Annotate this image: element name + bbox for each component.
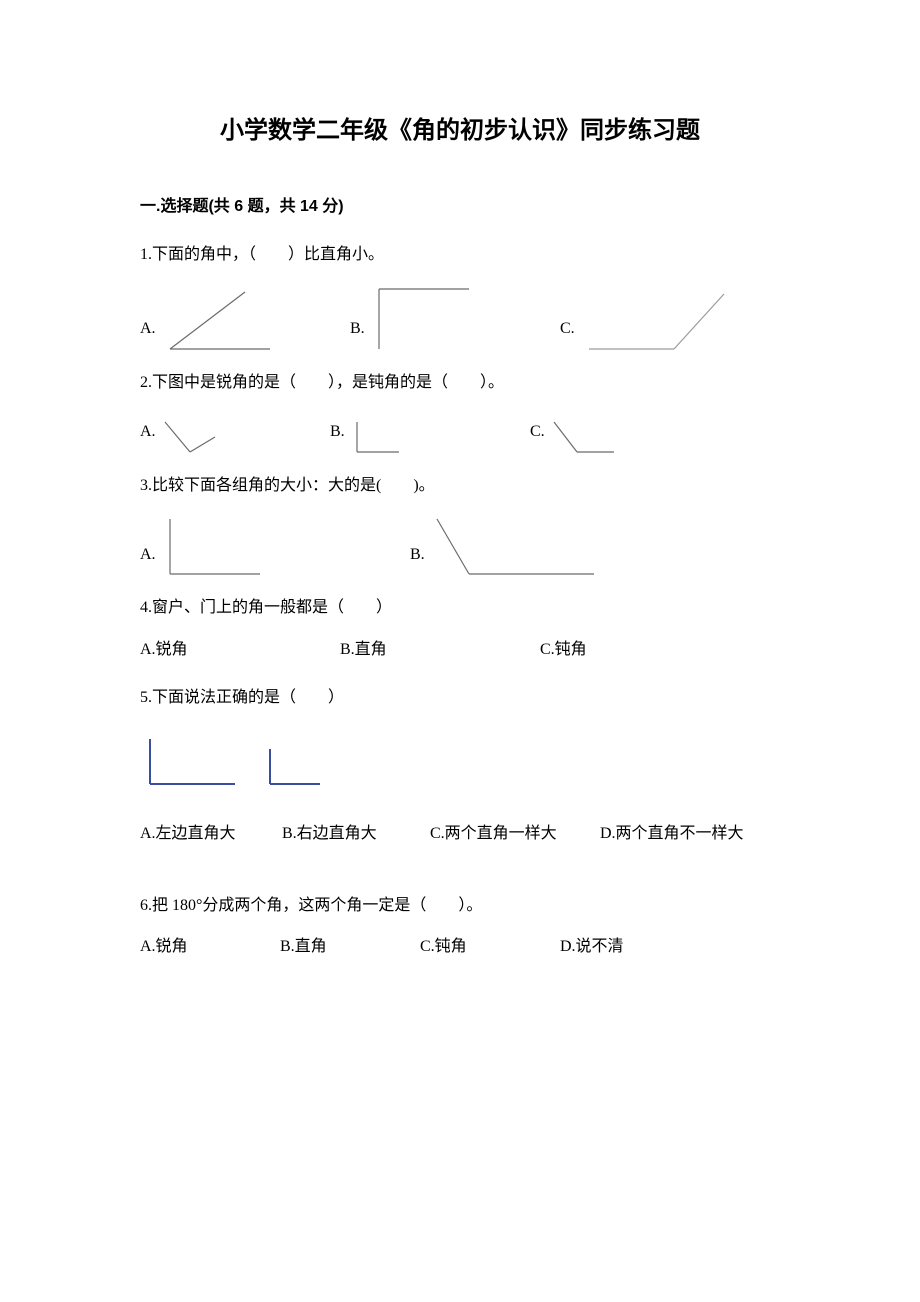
q6-text: 6.把 180°分成两个角，这两个角一定是（ ）。 bbox=[140, 885, 780, 927]
q1-opt-b-label: B. bbox=[350, 308, 365, 354]
q1-opt-a: A. bbox=[140, 284, 340, 354]
obtuse-angle-icon bbox=[549, 417, 619, 457]
q3-opt-b: B. bbox=[410, 514, 599, 579]
right-angle-icon bbox=[349, 417, 404, 457]
q1-options: A. B. C. bbox=[140, 284, 780, 354]
right-angle-icon bbox=[160, 514, 270, 579]
q4-opt-a: A.锐角 bbox=[140, 629, 340, 671]
acute-angle-icon bbox=[160, 417, 220, 457]
section-heading: 一.选择题(共 6 题，共 14 分) bbox=[140, 186, 780, 228]
q1-text: 1.下面的角中，（ ）比直角小。 bbox=[140, 234, 780, 276]
q2-opt-c-label: C. bbox=[530, 411, 545, 457]
q1-opt-c: C. bbox=[560, 284, 729, 354]
q5-text: 5.下面说法正确的是（ ） bbox=[140, 677, 780, 719]
q1-opt-b: B. bbox=[350, 284, 550, 354]
q2-opt-a: A. bbox=[140, 411, 320, 457]
q3-opt-b-label: B. bbox=[410, 534, 425, 580]
q5-figures bbox=[140, 734, 780, 789]
right-angle-icon bbox=[369, 284, 479, 354]
q5-opt-b: B.右边直角大 bbox=[282, 813, 430, 855]
obtuse-angle-icon bbox=[579, 284, 729, 354]
q4-text: 4.窗户、门上的角一般都是（ ） bbox=[140, 587, 780, 629]
q5-options: A.左边直角大 B.右边直角大 C.两个直角一样大 D.两个直角不一样大 bbox=[140, 813, 780, 855]
q5-opt-d: D.两个直角不一样大 bbox=[600, 813, 744, 855]
right-angle-large-icon bbox=[140, 734, 240, 789]
q2-opt-c: C. bbox=[530, 411, 619, 457]
q5-opt-a: A.左边直角大 bbox=[140, 813, 282, 855]
q2-opt-b-label: B. bbox=[330, 411, 345, 457]
q3-opt-a: A. bbox=[140, 514, 400, 579]
q1-opt-c-label: C. bbox=[560, 308, 575, 354]
q2-options: A. B. C. bbox=[140, 411, 780, 457]
q2-opt-b: B. bbox=[330, 411, 520, 457]
q6-opt-c: C.钝角 bbox=[420, 926, 560, 968]
q3-text: 3.比较下面各组角的大小：大的是( )。 bbox=[140, 465, 780, 507]
q2-text: 2.下图中是锐角的是（ ），是钝角的是（ ）。 bbox=[140, 362, 780, 404]
q3-opt-a-label: A. bbox=[140, 534, 156, 580]
page: 小学数学二年级《角的初步认识》同步练习题 一.选择题(共 6 题，共 14 分)… bbox=[0, 0, 920, 1028]
right-angle-small-icon bbox=[260, 734, 330, 789]
q6-opt-b: B.直角 bbox=[280, 926, 420, 968]
obtuse-angle-icon bbox=[429, 514, 599, 579]
q6-opt-d: D.说不清 bbox=[560, 926, 624, 968]
q5-opt-c: C.两个直角一样大 bbox=[430, 813, 600, 855]
q1-opt-a-label: A. bbox=[140, 308, 156, 354]
q2-opt-a-label: A. bbox=[140, 411, 156, 457]
q4-opt-c: C.钝角 bbox=[540, 629, 587, 671]
page-title: 小学数学二年级《角的初步认识》同步练习题 bbox=[140, 100, 780, 162]
q3-options: A. B. bbox=[140, 514, 780, 579]
acute-angle-icon bbox=[160, 284, 280, 354]
q4-opt-b: B.直角 bbox=[340, 629, 540, 671]
q6-opt-a: A.锐角 bbox=[140, 926, 280, 968]
q4-options: A.锐角 B.直角 C.钝角 bbox=[140, 629, 780, 671]
q6-options: A.锐角 B.直角 C.钝角 D.说不清 bbox=[140, 926, 780, 968]
